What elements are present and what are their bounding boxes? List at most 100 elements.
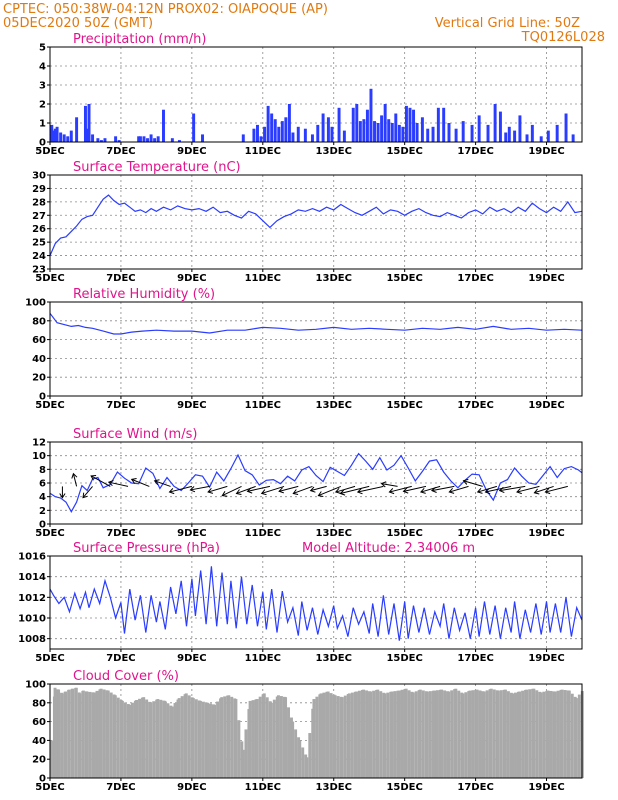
cloud-bar: [421, 690, 425, 778]
precip-bar: [280, 121, 284, 142]
y-tick-label: 1012: [18, 593, 46, 604]
x-tick-label: 11DEC: [245, 400, 281, 411]
wind-vector: [82, 486, 93, 499]
wind-vector: [431, 485, 455, 492]
cloud-bar: [319, 693, 323, 778]
wind-arrowhead: [278, 487, 284, 494]
x-tick-label: 11DEC: [245, 146, 281, 157]
wind-vector: [293, 485, 313, 494]
cloud-bar: [433, 690, 436, 778]
precip-bar: [525, 134, 529, 142]
precip-bar: [62, 134, 66, 142]
precip-bar: [91, 134, 95, 142]
cloud-bar: [276, 695, 280, 778]
precip-bar: [146, 138, 150, 142]
cloud-bar: [223, 696, 227, 778]
cloud-title: Cloud Cover (%): [73, 669, 179, 684]
cloud-bar: [308, 733, 312, 778]
cloud-bar: [343, 695, 347, 778]
cloud-bar: [255, 699, 259, 778]
x-tick-label: 19DEC: [528, 273, 564, 284]
cloud-bar: [570, 693, 574, 778]
wind-vector: [236, 485, 256, 494]
y-tick-label: 1010: [18, 614, 46, 625]
cloud-bar: [92, 692, 96, 778]
wind-arrowhead: [59, 493, 66, 499]
panel-wind: 0 2 4 6 8 10 12 5DEC 7DEC 9DEC 11DEC 13DEC 15DEC 17DE…: [32, 427, 583, 539]
precip-bar: [383, 104, 387, 142]
wind-vector: [247, 485, 271, 492]
wind-vector: [154, 480, 171, 487]
cloud-bar: [173, 703, 177, 778]
cloud-bar: [142, 697, 146, 778]
wind-arrowhead: [130, 478, 137, 484]
cloud-bar: [294, 729, 298, 778]
y-tick-label: 40: [32, 736, 46, 747]
wind-vector: [108, 481, 129, 487]
cloud-bar: [496, 690, 500, 778]
precip-bar: [296, 126, 300, 142]
precip-bar: [162, 109, 165, 142]
cloud-bar: [372, 690, 376, 778]
x-tick-label: 17DEC: [457, 146, 493, 157]
y-tick-label: 20: [32, 755, 46, 766]
wind-arrowhead: [246, 487, 253, 494]
cloud-bar: [149, 702, 153, 778]
wind-arrowhead: [292, 489, 299, 495]
precip-bar: [273, 119, 277, 142]
cloud-bar: [109, 692, 113, 778]
precip-bar: [530, 124, 534, 142]
precip-bar: [454, 128, 458, 142]
precip-bar: [420, 117, 424, 142]
cloud-bar: [482, 691, 486, 778]
x-tick-label: 19DEC: [528, 528, 564, 539]
cloud-bar: [518, 691, 522, 778]
x-tick-label: 13DEC: [316, 400, 352, 411]
cloud-bar: [206, 702, 210, 778]
precip-bar: [397, 124, 401, 142]
cloud-bar: [556, 690, 560, 778]
x-tick-label: 9DEC: [177, 400, 206, 411]
wind-vector: [222, 485, 242, 497]
temp-series-line: [49, 194, 583, 256]
precip-bar: [96, 138, 100, 142]
y-tick-label: 4: [39, 62, 46, 73]
panel-temp: 23 24 25 26 27 28 29 30 5DEC 7DEC 9DEC 11DEC 13DEC 15…: [32, 160, 583, 284]
y-tick-label: 27: [32, 211, 46, 222]
cloud-bar: [535, 690, 539, 778]
precip-bar: [486, 124, 490, 142]
precip-bar: [564, 113, 568, 142]
cloud-bar: [418, 689, 422, 778]
plot-frame: [49, 174, 583, 270]
precip-bar: [75, 117, 79, 142]
cloud-bar: [156, 699, 160, 778]
cloud-bar: [528, 689, 532, 778]
x-tick-label: 7DEC: [106, 273, 135, 284]
wind-arrowhead: [388, 488, 395, 495]
cloud-bar: [447, 691, 451, 778]
cloud-bar: [350, 692, 354, 778]
cloud-bar: [99, 688, 103, 778]
y-tick-label: 2: [39, 100, 46, 111]
cloud-bar: [440, 689, 444, 778]
y-tick-label: 0: [39, 774, 46, 785]
cloud-bar: [50, 740, 53, 778]
y-tick-label: 26: [32, 224, 46, 235]
y-tick-label: 5: [39, 43, 46, 54]
precip-bar: [369, 88, 373, 142]
x-tick-label: 19DEC: [528, 146, 564, 157]
x-tick-label: 11DEC: [245, 653, 281, 664]
cloud-bar: [355, 691, 358, 778]
cloud-bar: [116, 697, 120, 778]
cloud-bar: [365, 690, 369, 778]
y-tick-label: 100: [25, 298, 46, 309]
plot-area: [50, 47, 582, 142]
wind-arrowhead: [356, 488, 363, 495]
y-tick-label: 60: [32, 335, 46, 346]
precip-bar: [394, 113, 398, 142]
precip-bar: [87, 104, 91, 142]
x-tick-label: 13DEC: [316, 782, 352, 793]
wind-arrowhead: [430, 486, 437, 493]
precip-bar: [362, 119, 366, 142]
